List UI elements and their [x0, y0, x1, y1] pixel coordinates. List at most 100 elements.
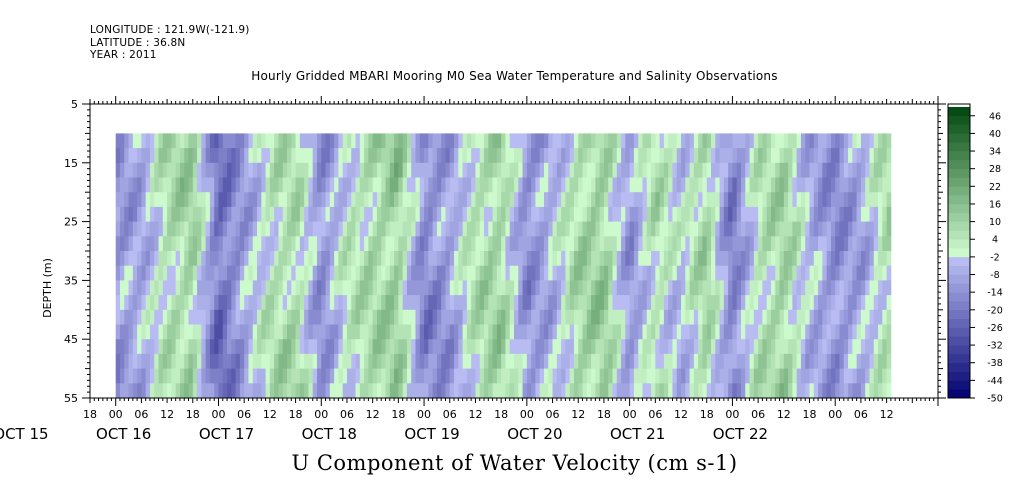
heatmap-cell — [569, 236, 575, 252]
heatmap-cell — [835, 280, 840, 296]
heatmap-cell — [514, 383, 519, 399]
heatmap-cell — [621, 221, 626, 237]
heatmap-cell — [167, 324, 172, 340]
heatmap-cell — [676, 177, 682, 193]
heatmap-cell — [719, 265, 725, 281]
heatmap-cell — [805, 309, 810, 325]
heatmap-cell — [535, 206, 541, 222]
heatmap-cell — [792, 383, 798, 399]
heatmap-cell — [591, 353, 596, 369]
heatmap-cell — [424, 148, 429, 164]
heatmap-cell — [766, 251, 772, 267]
colorbar-band — [948, 309, 970, 319]
heatmap-cell — [389, 177, 395, 193]
heatmap-cell — [835, 295, 840, 311]
heatmap-cell — [351, 251, 356, 267]
heatmap-cell — [886, 324, 892, 340]
heatmap-cell — [616, 280, 622, 296]
heatmap-cell — [445, 148, 451, 164]
heatmap-cell — [244, 383, 249, 399]
heatmap-cell — [488, 236, 493, 252]
heatmap-cell — [852, 383, 858, 399]
heatmap-cell — [381, 192, 386, 208]
heatmap-cell — [792, 221, 798, 237]
heatmap-cell — [394, 177, 399, 193]
x-day-label: OCT 20 — [507, 425, 562, 443]
heatmap-cell — [711, 353, 716, 369]
heatmap-cell — [171, 192, 177, 208]
heatmap-cell — [835, 177, 840, 193]
heatmap-cell — [788, 177, 793, 193]
heatmap-cell — [573, 148, 579, 164]
heatmap-cell — [158, 206, 164, 222]
heatmap-cell — [154, 236, 159, 252]
heatmap-cell — [676, 206, 682, 222]
heatmap-cell — [612, 353, 618, 369]
heatmap-cell — [633, 236, 639, 252]
heatmap-cell — [338, 295, 344, 311]
heatmap-cell — [548, 206, 553, 222]
heatmap-cell — [595, 280, 601, 296]
heatmap-cell — [646, 192, 652, 208]
heatmap-cell — [372, 177, 378, 193]
heatmap-cell — [351, 236, 356, 252]
heatmap-cell — [274, 192, 279, 208]
heatmap-cell — [676, 236, 682, 252]
heatmap-cell — [351, 148, 356, 164]
heatmap-cell — [192, 148, 198, 164]
heatmap-cell — [342, 251, 348, 267]
heatmap-cell — [424, 383, 429, 399]
heatmap-cell — [878, 368, 883, 384]
heatmap-cell — [316, 251, 322, 267]
heatmap-cell — [244, 368, 249, 384]
heatmap-cell — [304, 324, 309, 340]
heatmap-cell — [188, 162, 194, 178]
heatmap-cell — [552, 192, 558, 208]
heatmap-cell — [492, 309, 498, 325]
heatmap-cell — [651, 162, 656, 178]
heatmap-cell — [492, 236, 498, 252]
heatmap-cell — [582, 265, 588, 281]
heatmap-cell — [119, 206, 125, 222]
heatmap-cell — [197, 133, 202, 149]
heatmap-cell — [616, 192, 622, 208]
heatmap-cell — [565, 251, 571, 267]
heatmap-cell — [539, 236, 545, 252]
heatmap-cell — [522, 236, 528, 252]
colorbar-band — [948, 292, 970, 302]
heatmap-cell — [316, 162, 322, 178]
heatmap-cell — [428, 339, 434, 355]
heatmap-cell — [445, 280, 451, 296]
heatmap-cell — [484, 339, 489, 355]
heatmap-cell — [753, 383, 759, 399]
heatmap-cell — [244, 309, 249, 325]
heatmap-cell — [406, 221, 412, 237]
heatmap-cell — [603, 309, 609, 325]
x-tick-label: 18 — [289, 408, 303, 421]
heatmap-cell — [197, 265, 202, 281]
heatmap-cell — [689, 265, 695, 281]
heatmap-cell — [603, 295, 609, 311]
heatmap-cell — [145, 339, 151, 355]
heatmap-cell — [740, 309, 746, 325]
heatmap-cell — [745, 206, 750, 222]
heatmap-cell — [269, 236, 275, 252]
heatmap-cell — [368, 280, 374, 296]
heatmap-cell — [501, 148, 506, 164]
heatmap-cell — [484, 353, 489, 369]
heatmap-cell — [466, 206, 472, 222]
heatmap-cell — [535, 148, 541, 164]
heatmap-cell — [830, 265, 836, 281]
heatmap-cell — [796, 324, 802, 340]
x-tick-label: 00 — [623, 408, 637, 421]
heatmap-cell — [376, 339, 382, 355]
heatmap-cell — [646, 353, 652, 369]
heatmap-cell — [633, 148, 639, 164]
heatmap-cell — [291, 221, 296, 237]
heatmap-cell — [762, 206, 768, 222]
heatmap-cell — [308, 177, 314, 193]
heatmap-cell — [591, 162, 596, 178]
heatmap-cell — [766, 162, 772, 178]
heatmap-cell — [338, 309, 344, 325]
heatmap-cell — [702, 133, 708, 149]
